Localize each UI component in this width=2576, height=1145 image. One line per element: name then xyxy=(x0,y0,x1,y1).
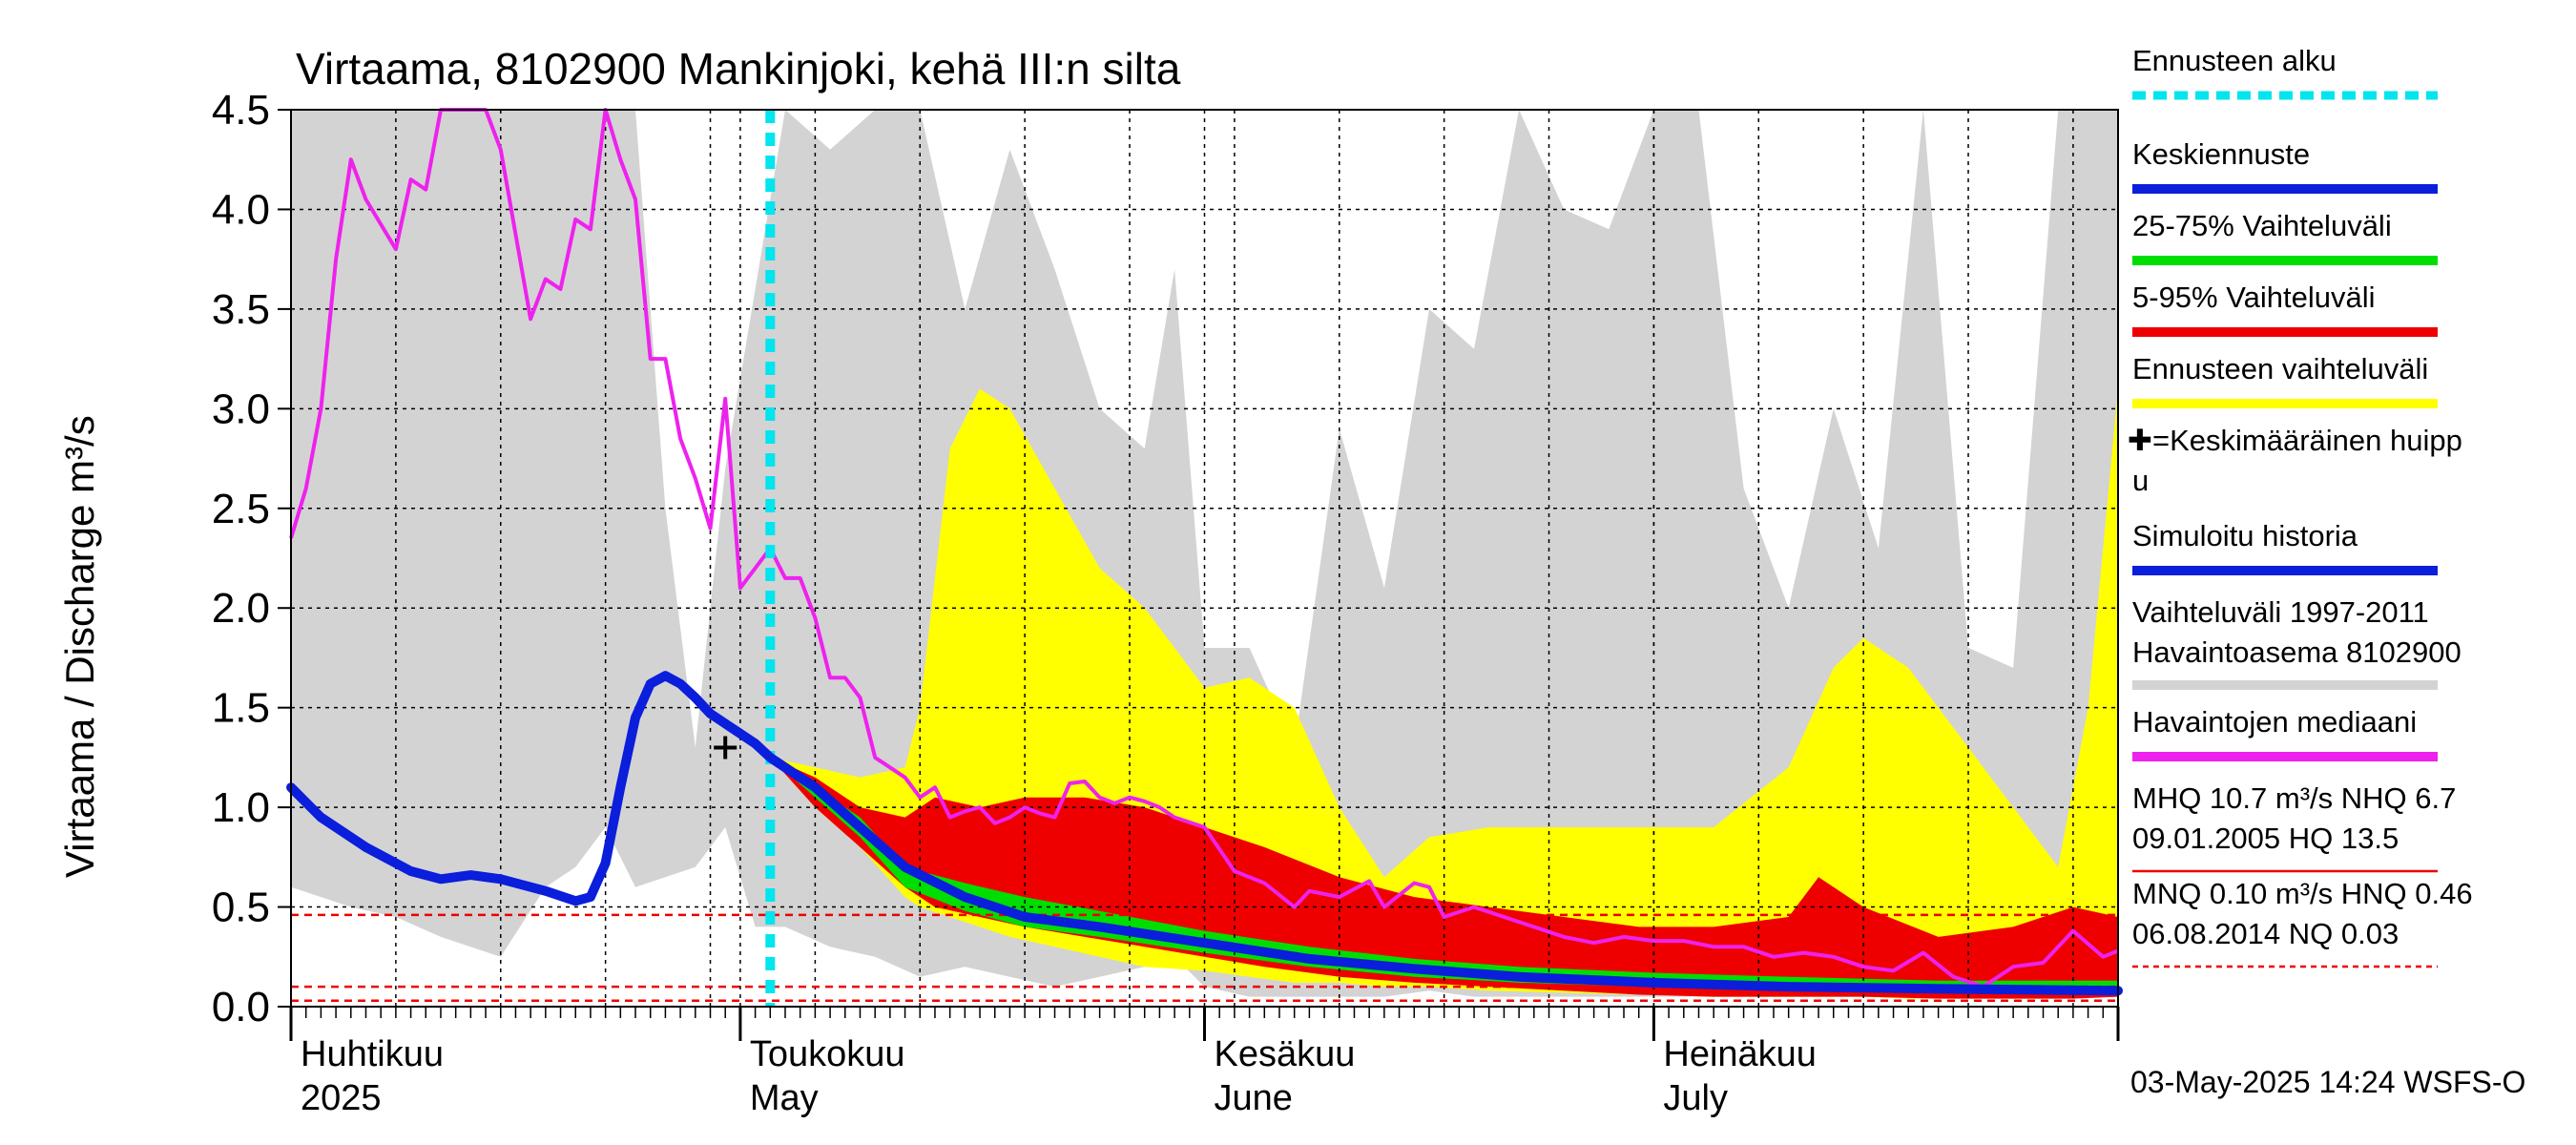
y-tick-label: 4.0 xyxy=(212,186,270,233)
historical-range-band xyxy=(291,110,2118,997)
y-tick-label: 3.0 xyxy=(212,385,270,432)
p5-95-band xyxy=(770,757,2118,999)
legend-label-line2: 09.01.2005 HQ 13.5 xyxy=(2132,822,2399,855)
reference-lines xyxy=(291,913,2118,1002)
y-tick-label: 1.5 xyxy=(212,685,270,732)
legend-label: Simuloitu historia xyxy=(2132,519,2358,552)
legend-label: ✚=Keskimääräinen huipp xyxy=(2128,424,2462,457)
y-tick-label: 0.5 xyxy=(212,885,270,931)
x-month-sublabel: 2025 xyxy=(301,1078,382,1118)
x-month-label: Heinäkuu xyxy=(1663,1034,1817,1074)
legend-label: 5-95% Vaihteluväli xyxy=(2132,281,2375,314)
y-tick-label: 2.0 xyxy=(212,585,270,632)
series-lines xyxy=(286,108,2123,1007)
legend-label-line2: 06.08.2014 NQ 0.03 xyxy=(2132,917,2399,950)
y-axis: 0.0 0.5 1.0 1.5 2.0 2.5 3.0 3.5 4.0 4.5 xyxy=(212,87,291,1030)
x-month-sublabel: July xyxy=(1663,1078,1728,1118)
plot-areas xyxy=(291,110,2118,999)
y-tick-label: 3.5 xyxy=(212,286,270,333)
legend-label: Ennusteen alku xyxy=(2132,44,2337,77)
x-month-label: Toukokuu xyxy=(750,1034,905,1074)
observed-median-line xyxy=(289,108,2119,989)
legend-label-line2: Havaintoasema 8102900 xyxy=(2132,635,2462,669)
y-tick-label: 4.5 xyxy=(212,87,270,134)
y-tick-label: 1.0 xyxy=(212,784,270,831)
legend-label: Vaihteluväli 1997-2011 xyxy=(2132,595,2429,629)
y-tick-label: 2.5 xyxy=(212,486,270,532)
x-month-label: Kesäkuu xyxy=(1215,1034,1356,1074)
legend-label: Ennusteen vaihteluväli xyxy=(2132,352,2428,385)
footer-timestamp: 03-May-2025 14:24 WSFS-O xyxy=(2130,1065,2525,1099)
legend-label: Keskiennuste xyxy=(2132,137,2310,171)
p25-75-band xyxy=(770,757,2118,995)
x-month-label: Huhtikuu xyxy=(301,1034,444,1074)
legend-label: MHQ 10.7 m³/s NHQ 6.7 xyxy=(2132,781,2456,815)
legend-label: 25-75% Vaihteluväli xyxy=(2132,209,2392,242)
x-month-sublabel: May xyxy=(750,1078,819,1118)
mean-peak-marker xyxy=(714,736,737,760)
y-axis-label: Virtaama / Discharge m³/s xyxy=(57,415,102,878)
legend: Ennusteen alku Keskiennuste 25-75% Vaihtel… xyxy=(2128,44,2473,968)
legend-label-line2: u xyxy=(2132,464,2149,497)
median-forecast-line xyxy=(765,752,2123,996)
legend-label: Havaintojen mediaani xyxy=(2132,705,2417,739)
simulated-history-line xyxy=(286,671,776,906)
x-month-sublabel: June xyxy=(1215,1078,1293,1118)
legend-label: MNQ 0.10 m³/s HNQ 0.46 xyxy=(2132,877,2473,910)
y-tick-label: 0.0 xyxy=(212,984,270,1030)
chart-title: Virtaama, 8102900 Mankinjoki, kehä III:n… xyxy=(296,44,1181,94)
